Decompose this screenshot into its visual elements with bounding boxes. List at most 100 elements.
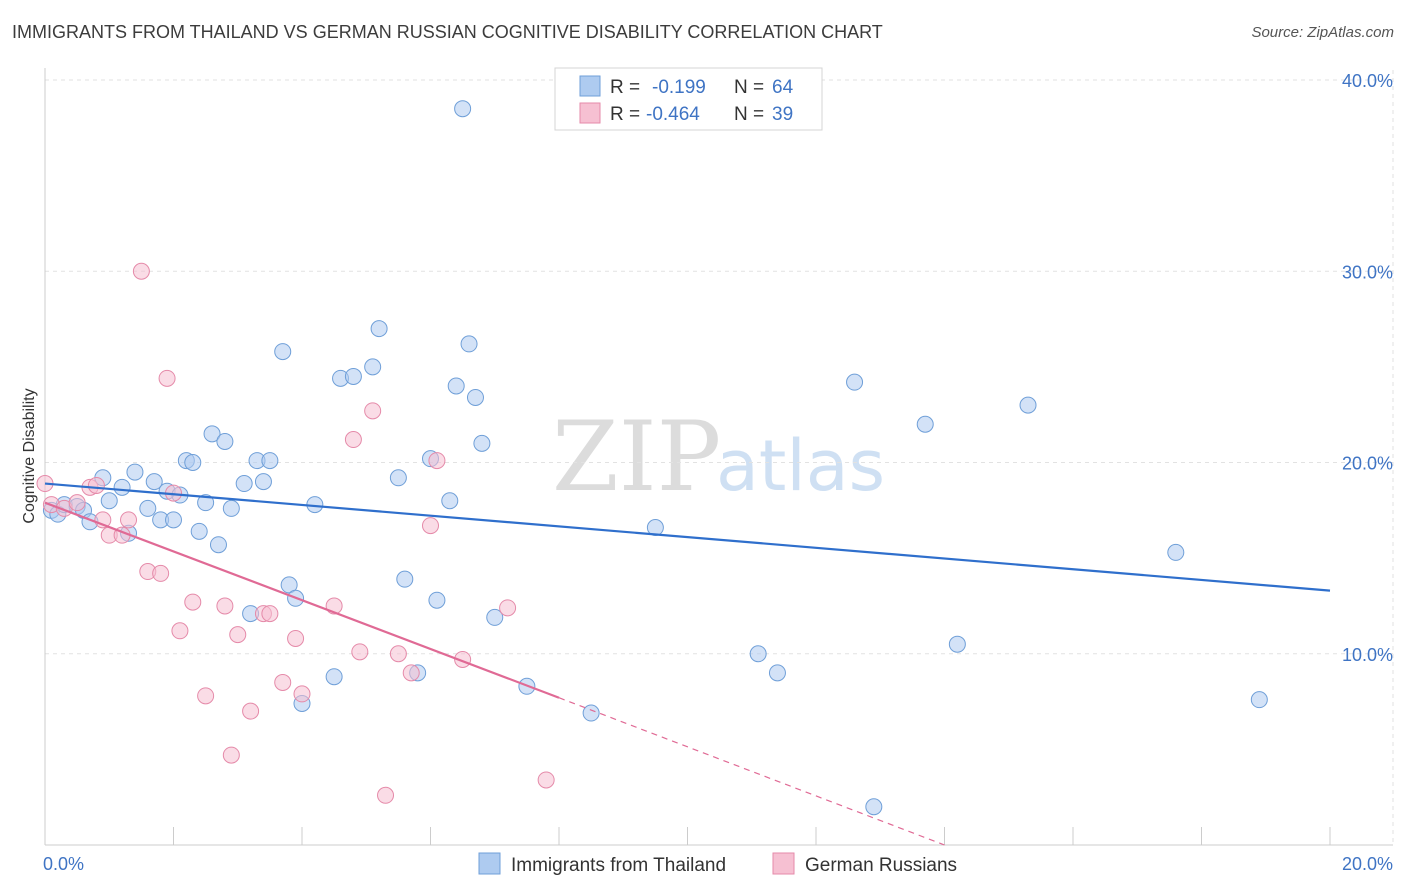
point-thailand <box>100 492 118 510</box>
point-thailand <box>865 798 883 816</box>
point-german-russians <box>171 622 189 640</box>
watermark-atlas: atlas <box>716 425 885 507</box>
legend-n-label: N = <box>734 77 764 98</box>
legend-r-value-pink: -0.464 <box>646 104 700 125</box>
point-thailand <box>364 358 382 376</box>
x-tick-label-max: 20.0% <box>1342 854 1393 874</box>
trend-line-german-russians-extension <box>558 697 945 846</box>
watermark: ZIP atlas <box>552 401 885 513</box>
point-thailand <box>165 511 182 529</box>
point-german-russians <box>389 645 407 663</box>
point-thailand <box>441 492 459 510</box>
point-thailand <box>216 432 234 450</box>
point-thailand <box>145 473 163 491</box>
bottom-legend-label-german-russians: German Russians <box>805 855 957 876</box>
point-thailand <box>190 522 208 540</box>
point-thailand <box>948 635 966 653</box>
point-german-russians <box>184 593 202 611</box>
point-thailand <box>261 452 279 470</box>
y-tick-labels: 10.0% 20.0% 30.0% 40.0% <box>1342 71 1393 665</box>
point-thailand <box>582 704 600 722</box>
point-thailand <box>203 425 221 443</box>
point-german-russians <box>132 262 150 280</box>
legend-r-value-blue: -0.199 <box>652 77 706 98</box>
point-thailand <box>254 473 272 491</box>
y-tick-label: 30.0% <box>1342 262 1393 282</box>
point-german-russians <box>197 687 215 705</box>
point-german-russians <box>68 494 86 512</box>
point-thailand <box>1019 396 1037 414</box>
y-tick-label: 40.0% <box>1342 71 1393 91</box>
legend-r-label-2: R = <box>610 104 640 125</box>
point-german-russians <box>120 511 138 529</box>
point-german-russians <box>293 685 311 703</box>
point-thailand <box>473 434 491 452</box>
legend-r-label: R = <box>610 77 640 98</box>
bottom-legend-swatch-blue <box>478 852 501 875</box>
watermark-zip: ZIP <box>552 401 721 513</box>
y-tick-label: 10.0% <box>1342 645 1393 665</box>
point-thailand <box>460 335 478 353</box>
point-german-russians <box>402 664 420 682</box>
x-tick-label-min: 0.0% <box>43 854 84 874</box>
point-german-russians <box>274 673 292 691</box>
legend-n-label-2: N = <box>734 104 764 125</box>
trend-line-thailand <box>44 482 1331 592</box>
point-thailand <box>428 591 446 609</box>
point-thailand <box>1250 691 1268 709</box>
point-german-russians <box>152 564 170 582</box>
point-german-russians <box>377 786 395 804</box>
point-thailand <box>113 478 131 496</box>
point-thailand <box>916 415 934 433</box>
legend-n-value-pink: 39 <box>772 104 793 125</box>
point-german-russians <box>537 771 555 789</box>
point-thailand <box>126 463 144 481</box>
point-thailand <box>325 668 343 686</box>
point-german-russians <box>287 629 305 647</box>
point-thailand <box>768 664 786 682</box>
point-german-russians <box>344 431 362 449</box>
point-thailand <box>749 645 767 663</box>
legend-swatch-blue <box>579 75 601 97</box>
legend-swatch-pink <box>579 102 601 124</box>
point-thailand <box>344 367 362 385</box>
point-thailand <box>222 499 240 517</box>
point-german-russians <box>499 599 517 617</box>
point-german-russians <box>229 626 247 644</box>
point-thailand <box>1167 543 1185 561</box>
point-thailand <box>454 100 472 118</box>
chart-title: IMMIGRANTS FROM THAILAND VS GERMAN RUSSI… <box>12 22 883 42</box>
point-german-russians <box>364 402 382 420</box>
axes <box>44 68 1393 846</box>
point-thailand <box>486 608 504 626</box>
y-axis-label: Cognitive Disability <box>21 388 38 523</box>
point-thailand <box>235 475 253 493</box>
trend-lines <box>44 482 1331 846</box>
point-german-russians <box>158 369 176 387</box>
bottom-legend: Immigrants from Thailand German Russians <box>478 852 957 876</box>
point-thailand <box>389 469 407 487</box>
bottom-legend-label-thailand: Immigrants from Thailand <box>511 855 726 876</box>
point-thailand <box>370 320 388 338</box>
point-thailand <box>209 536 227 554</box>
point-german-russians <box>87 476 105 494</box>
point-german-russians <box>351 643 369 661</box>
source-credit: Source: ZipAtlas.com <box>1251 24 1394 41</box>
point-thailand <box>184 454 202 471</box>
point-thailand <box>646 519 664 537</box>
point-german-russians <box>261 605 279 623</box>
point-thailand <box>466 388 484 406</box>
point-thailand <box>139 499 157 517</box>
point-thailand <box>447 377 465 395</box>
point-thailand <box>846 373 864 391</box>
x-tick-labels: 0.0% 20.0% <box>43 854 1393 874</box>
point-german-russians <box>428 452 446 470</box>
point-german-russians <box>242 702 260 720</box>
trend-line-german-russians <box>44 501 560 699</box>
legend-n-value-blue: 64 <box>772 77 794 98</box>
point-german-russians <box>216 597 234 615</box>
point-thailand <box>274 343 292 361</box>
point-german-russians <box>422 517 439 535</box>
y-tick-label: 20.0% <box>1342 454 1393 474</box>
